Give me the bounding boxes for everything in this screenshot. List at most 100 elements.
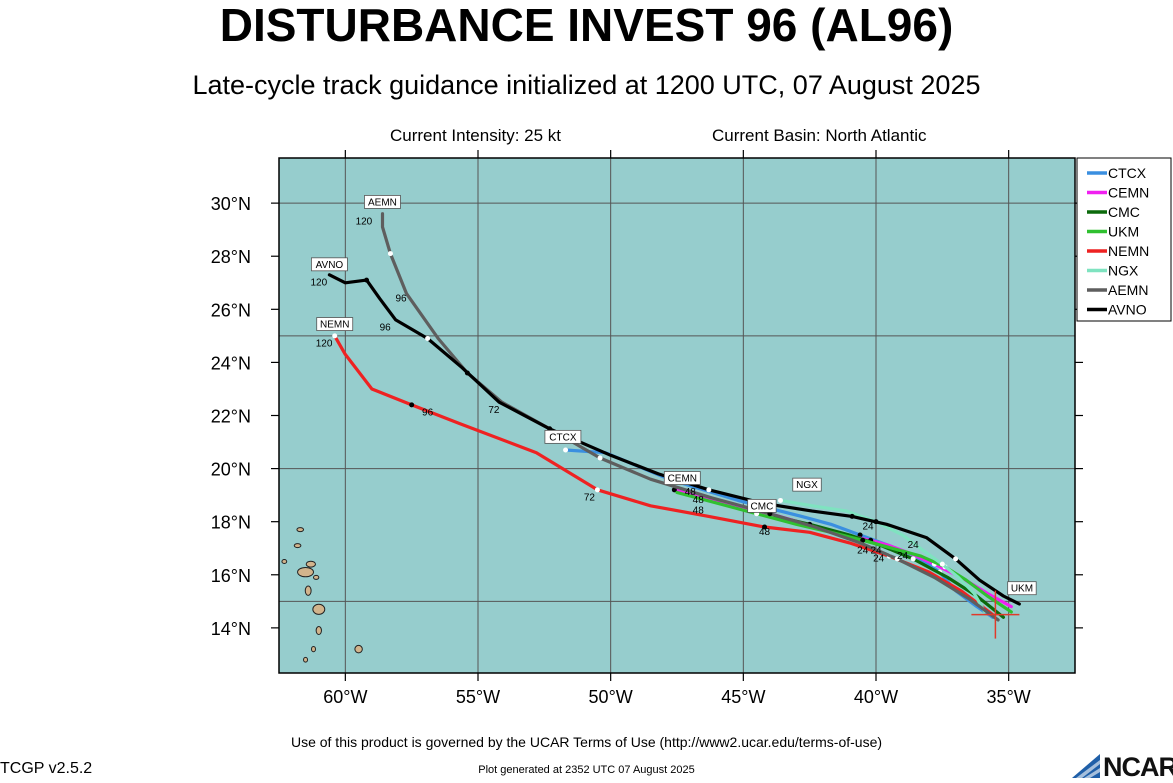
legend-entry-ukm: UKM <box>1108 224 1139 240</box>
track-point <box>425 336 431 342</box>
track-point <box>777 497 783 503</box>
track-label-nemn: NEMN <box>320 320 349 331</box>
track-label-ctcx: CTCX <box>549 432 577 443</box>
forecast-hour-label: 120 <box>356 216 373 227</box>
island <box>303 656 309 663</box>
chart-title: DISTURBANCE INVEST 96 (AL96) <box>219 0 954 51</box>
legend-entry-aemn: AEMN <box>1108 282 1148 298</box>
legend-box <box>1076 157 1172 322</box>
island <box>354 644 363 654</box>
y-tick-label: 14°N <box>211 619 251 639</box>
y-tick-label: 26°N <box>211 300 251 320</box>
track-point <box>332 333 338 339</box>
track-label-box <box>1007 581 1037 596</box>
track-point <box>387 251 393 257</box>
x-tick-label: 40°W <box>854 687 898 707</box>
track-label-box <box>663 471 701 485</box>
current-intensity: Current Intensity: 25 kt <box>390 126 562 145</box>
track-point <box>953 556 959 562</box>
track-point <box>706 487 712 493</box>
y-tick-label: 28°N <box>211 247 251 267</box>
track-point <box>894 556 900 562</box>
track-point <box>563 447 569 453</box>
track-label-box <box>311 257 348 272</box>
forecast-hour-label: 24 <box>908 540 920 551</box>
island <box>312 603 326 615</box>
forecast-hour-label: 48 <box>693 495 705 506</box>
track-point <box>849 513 855 519</box>
track-avno <box>327 273 1021 606</box>
track-label-cemn: CEMN <box>668 474 697 485</box>
track-aemn <box>380 212 1000 622</box>
track-label-box <box>364 195 401 209</box>
x-tick-label: 50°W <box>589 687 633 707</box>
track-label-box <box>544 429 582 444</box>
terms-of-use: Use of this product is governed by the U… <box>290 734 883 750</box>
track-point <box>671 487 677 493</box>
ocean-background <box>279 158 1075 673</box>
forecast-hour-label: 120 <box>310 277 327 288</box>
x-tick-label: 35°W <box>987 687 1031 707</box>
legend-entry-cemn: CEMN <box>1108 185 1149 201</box>
track-label-avno: AVNO <box>316 260 344 271</box>
y-tick-label: 16°N <box>211 566 251 586</box>
x-tick-label: 60°W <box>323 687 367 707</box>
forecast-hour-label: 96 <box>380 323 392 334</box>
legend-entry-cmc: CMC <box>1108 204 1140 220</box>
island <box>293 543 302 549</box>
island <box>305 560 316 568</box>
island <box>297 566 314 578</box>
forecast-hour-label: 96 <box>395 293 407 304</box>
forecast-hour-label: 24 <box>897 551 909 562</box>
track-label-box <box>747 498 777 513</box>
current-basin: Current Basin: North Atlantic <box>712 126 927 145</box>
forecast-hour-label: 72 <box>584 492 596 503</box>
track-point <box>860 537 866 543</box>
version-label: TCGP v2.5.2 <box>0 760 93 777</box>
track-point <box>594 487 600 493</box>
forecast-hour-label: 24 <box>870 546 882 557</box>
island <box>315 626 322 636</box>
track-label-box <box>792 477 822 492</box>
forecast-hour-label: 24 <box>857 546 869 557</box>
y-tick-label: 20°N <box>211 460 251 480</box>
forecast-hour-label: 24 <box>862 522 874 533</box>
ncar-logo-icon <box>1072 754 1100 778</box>
forecast-hour-label: 96 <box>422 408 434 419</box>
track-point <box>939 561 945 567</box>
island <box>304 585 312 596</box>
island <box>312 574 320 580</box>
chart-subtitle: Late-cycle track guidance initialized at… <box>192 70 981 100</box>
legend-entry-avno: AVNO <box>1108 302 1147 318</box>
forecast-hour-label: 48 <box>759 527 771 538</box>
y-tick-label: 24°N <box>211 353 251 373</box>
y-tick-label: 22°N <box>211 407 251 427</box>
forecast-hour-label: 72 <box>488 405 500 416</box>
legend-entry-ctcx: CTCX <box>1108 165 1147 181</box>
track-point <box>597 455 603 461</box>
track-label-ukm: UKM <box>1011 584 1033 595</box>
ncar-logo-text: NCAR <box>1103 752 1173 782</box>
track-point <box>857 532 863 538</box>
forecast-hour-label: 48 <box>693 506 705 517</box>
x-tick-label: 55°W <box>456 687 500 707</box>
track-label-box <box>316 317 354 331</box>
island <box>310 645 316 653</box>
forecast-hour-label: 48 <box>685 487 697 498</box>
y-tick-label: 30°N <box>211 194 251 214</box>
forecast-hour-label: 120 <box>316 338 333 349</box>
legend-entry-ngx: NGX <box>1108 263 1139 279</box>
track-label-cmc: CMC <box>751 501 774 512</box>
y-tick-label: 18°N <box>211 513 251 533</box>
legend-entry-nemn: NEMN <box>1108 243 1149 259</box>
island <box>281 559 288 565</box>
track-ngx <box>778 498 987 614</box>
track-point <box>364 277 370 283</box>
generated-time: Plot generated at 2352 UTC 07 August 202… <box>478 764 695 776</box>
track-point <box>910 556 916 562</box>
x-tick-label: 45°W <box>721 687 765 707</box>
track-point <box>762 524 768 530</box>
track-point <box>409 402 415 408</box>
track-label-ngx: NGX <box>796 480 818 491</box>
island <box>296 527 305 533</box>
